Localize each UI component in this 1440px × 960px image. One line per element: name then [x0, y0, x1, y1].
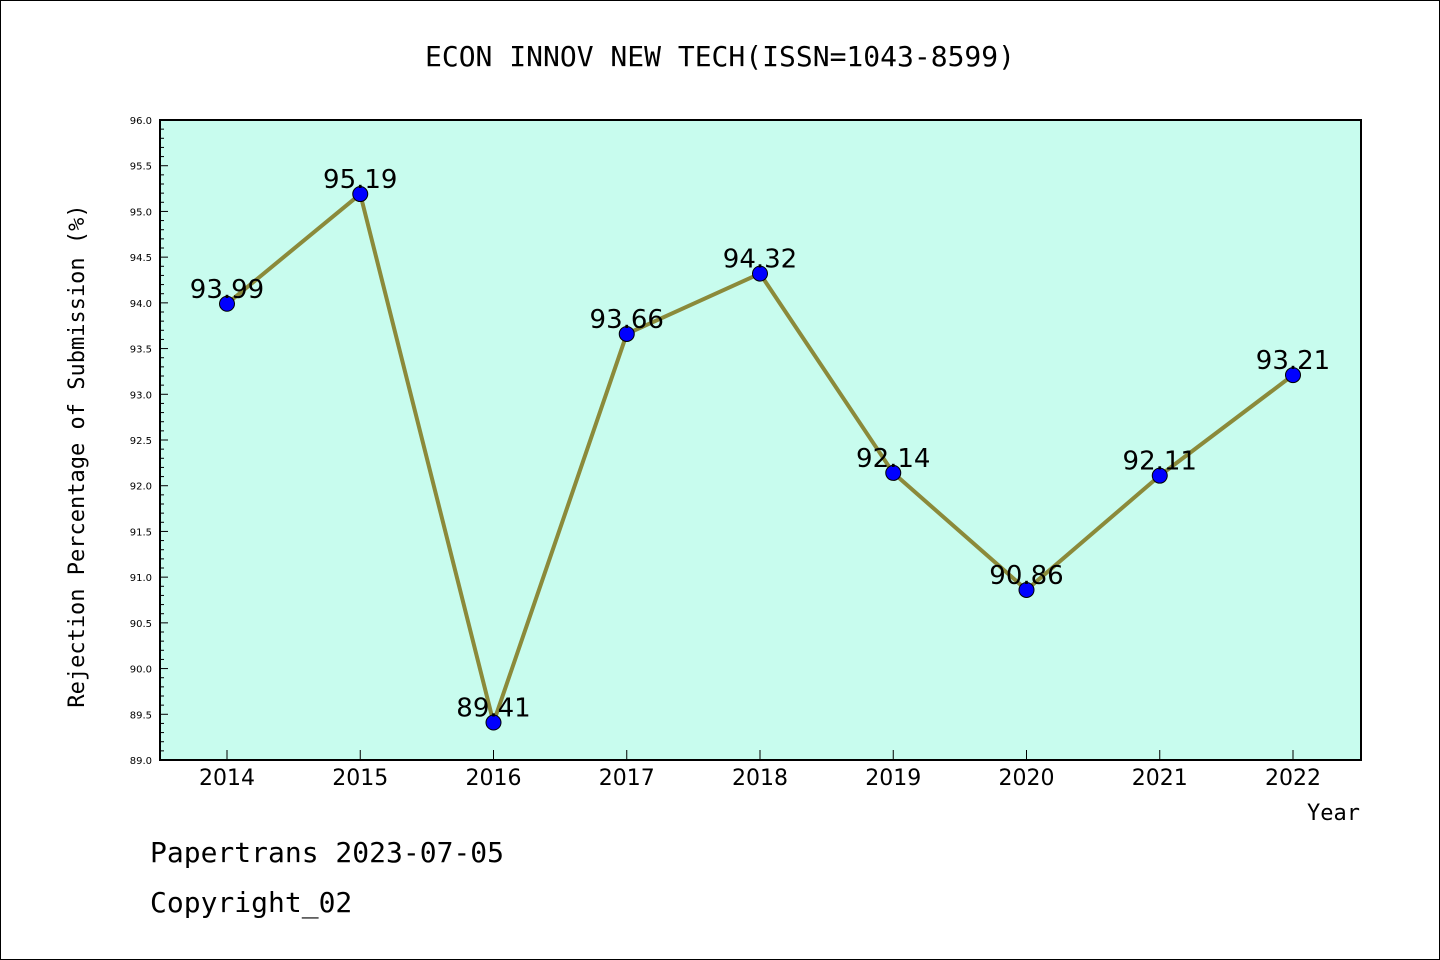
data-label: 92.14 — [856, 444, 930, 474]
y-tick-label: 95.5 — [130, 162, 152, 173]
x-axis-label: Year — [1307, 801, 1360, 826]
y-tick-label: 95.0 — [130, 207, 152, 218]
data-label: 93.21 — [1256, 346, 1330, 376]
y-tick-label: 90.5 — [130, 619, 152, 630]
data-label: 95.19 — [323, 165, 397, 195]
data-point — [618, 325, 635, 342]
y-tick-label: 89.0 — [130, 756, 152, 767]
data-point — [1285, 367, 1301, 384]
data-label: 93.66 — [590, 305, 664, 335]
data-point — [485, 714, 502, 731]
y-tick-label: 92.0 — [130, 482, 152, 493]
x-tick-label: 2018 — [732, 766, 788, 791]
y-tick-label: 94.5 — [130, 253, 152, 264]
data-point — [752, 265, 768, 282]
data-point — [1018, 581, 1035, 598]
x-tick-label: 2016 — [466, 766, 522, 791]
y-tick-label: 89.5 — [130, 710, 152, 721]
x-tick-label: 2020 — [999, 766, 1055, 791]
series-layer: 93.99 95.19 89.41 93.66 94.32 92.14 90.86 92.11… — [190, 165, 1330, 731]
data-point — [352, 186, 369, 203]
data-label: 90.86 — [989, 561, 1063, 591]
y-tick-label: 92.5 — [130, 436, 152, 447]
y-tick-label: 94.0 — [130, 299, 152, 310]
footer-copyright: Copyright_02 — [150, 886, 353, 919]
x-tick-label: 2014 — [199, 766, 255, 791]
footer-source: Papertrans 2023-07-05 — [150, 836, 505, 869]
data-label: 92.11 — [1123, 447, 1197, 477]
data-point — [885, 464, 902, 481]
x-tick-label: 2021 — [1132, 766, 1188, 791]
y-tick-label: 91.0 — [130, 573, 152, 584]
x-tick-label: 2017 — [599, 766, 655, 791]
x-tick-label: 2022 — [1265, 766, 1321, 791]
y-tick-label: 96.0 — [130, 116, 152, 127]
data-label: 94.32 — [723, 245, 797, 275]
x-axis: 2014 2015 2016 2017 2018 2019 2020 2021 2022 — [160, 750, 1361, 791]
y-tick-label: 91.5 — [130, 527, 152, 538]
x-tick-label: 2019 — [865, 766, 921, 791]
plot-area — [159, 119, 1362, 761]
data-point — [1151, 467, 1168, 484]
y-axis: 89.0 89.5 90.0 90.5 91.0 91.5 92.0 92.5 93.0 93.5… — [130, 116, 168, 767]
y-tick-label: 93.0 — [130, 390, 152, 401]
data-label: 89.41 — [456, 694, 530, 724]
data-point — [219, 295, 235, 312]
chart-title: ECON INNOV NEW TECH(ISSN=1043-8599) — [425, 40, 1015, 73]
y-axis-label: Rejection Percentage of Submission (%) — [65, 204, 90, 707]
y-tick-label: 93.5 — [130, 345, 152, 356]
x-tick-label: 2015 — [332, 766, 388, 791]
y-tick-label: 90.0 — [130, 665, 152, 676]
data-label: 93.99 — [190, 275, 264, 305]
